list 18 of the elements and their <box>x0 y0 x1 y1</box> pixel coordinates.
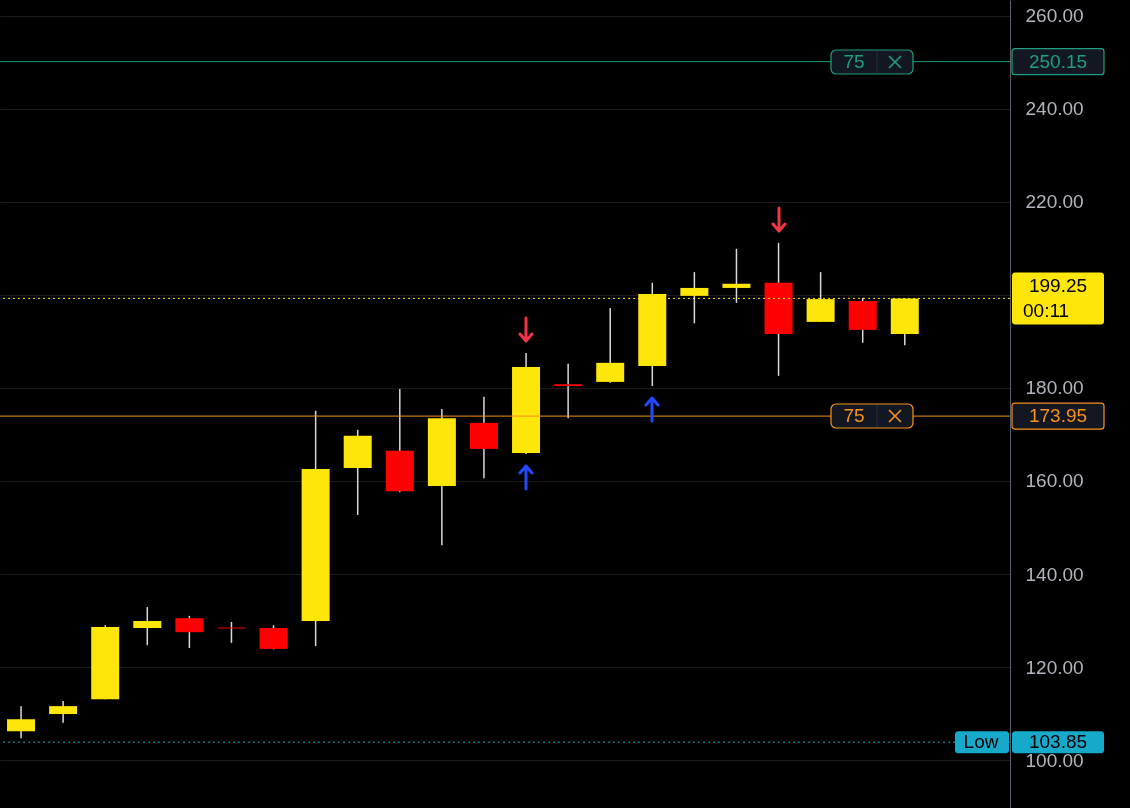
annotation: Low <box>963 731 999 753</box>
ref-line-label: 250.15 <box>1028 50 1088 72</box>
candlestick <box>554 363 583 419</box>
y-tick-label: 220.00 <box>1025 191 1084 213</box>
y-tick-label: 120.00 <box>1025 656 1084 678</box>
annotation: 75 <box>843 50 865 72</box>
ref-line-label: 199.25 <box>1028 275 1088 297</box>
label-tag: 75 <box>830 48 914 75</box>
annotation: 75 <box>843 405 865 427</box>
candlestick <box>133 606 162 646</box>
y-tick-label: 240.00 <box>1025 98 1084 120</box>
y-tick-label: 160.00 <box>1025 470 1084 492</box>
y-tick-label: 140.00 <box>1025 563 1084 585</box>
y-tick-label: 180.00 <box>1025 377 1084 399</box>
ref-line-label: 173.95 <box>1028 405 1088 427</box>
text: 00:11 <box>1023 300 1070 322</box>
label-tag: 75 <box>830 403 914 430</box>
y-tick-label: 260.00 <box>1025 5 1084 27</box>
